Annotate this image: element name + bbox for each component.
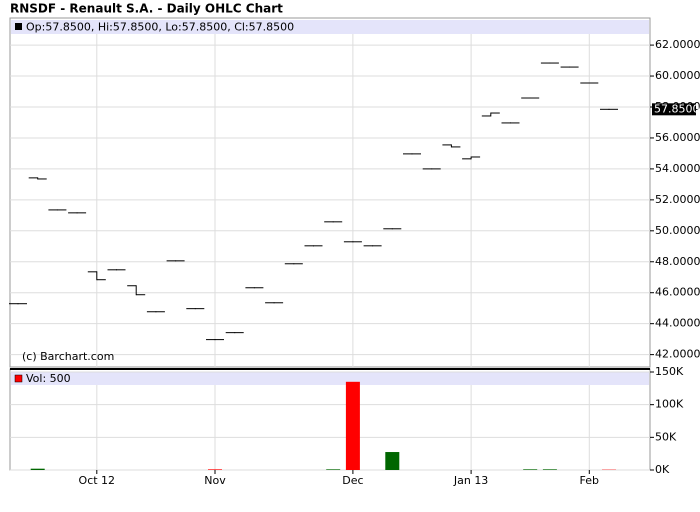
- last-price-box: [652, 103, 696, 116]
- y-tick-label: 50.0000: [655, 224, 700, 237]
- volume-panel: [9, 368, 651, 471]
- y-tick-label: 50K: [655, 430, 677, 443]
- volume-bar: [542, 469, 557, 470]
- volume-bar: [326, 469, 341, 470]
- volume-legend-swatch: [14, 374, 23, 383]
- y-tick-label: 60.0000: [655, 69, 700, 82]
- volume-bar: [523, 469, 538, 470]
- y-tick-label: 44.0000: [655, 317, 700, 330]
- x-tick-label: Feb: [580, 474, 599, 487]
- volume-header: Vol: 500: [26, 372, 71, 385]
- price-panel: [9, 17, 651, 368]
- volume-bar: [385, 452, 400, 470]
- x-tick-label: Jan 13: [453, 474, 488, 487]
- chart-title: RNSDF - Renault S.A. - Daily OHLC Chart: [10, 2, 283, 16]
- x-tick-label: Dec: [342, 474, 363, 487]
- y-tick-label: 42.0000: [655, 348, 700, 361]
- volume-header-band: [11, 372, 649, 385]
- x-tick-label: Nov: [204, 474, 226, 487]
- price-header: Op:57.8500, Hi:57.8500, Lo:57.8500, Cl:5…: [26, 21, 294, 34]
- volume-bar: [345, 381, 360, 470]
- y-tick-label: 0K: [655, 463, 670, 476]
- y-tick-label: 52.0000: [655, 193, 700, 206]
- y-tick-label: 48.0000: [655, 255, 700, 268]
- y-tick-label: 54.0000: [655, 162, 700, 175]
- credit: (c) Barchart.com: [22, 350, 114, 363]
- y-tick-label: 62.0000: [655, 38, 700, 51]
- volume-bar: [208, 469, 222, 470]
- y-tick-label: 46.0000: [655, 286, 700, 299]
- y-tick-label: 56.0000: [655, 131, 700, 144]
- x-tick-label: Oct 12: [79, 474, 116, 487]
- y-tick-label: 100K: [655, 398, 684, 411]
- price-legend-swatch: [15, 23, 22, 30]
- price-header-band: [11, 20, 649, 34]
- last-price-label: 57.8500: [654, 102, 700, 115]
- volume-bar: [30, 468, 45, 470]
- y-tick-label: 150K: [655, 365, 684, 378]
